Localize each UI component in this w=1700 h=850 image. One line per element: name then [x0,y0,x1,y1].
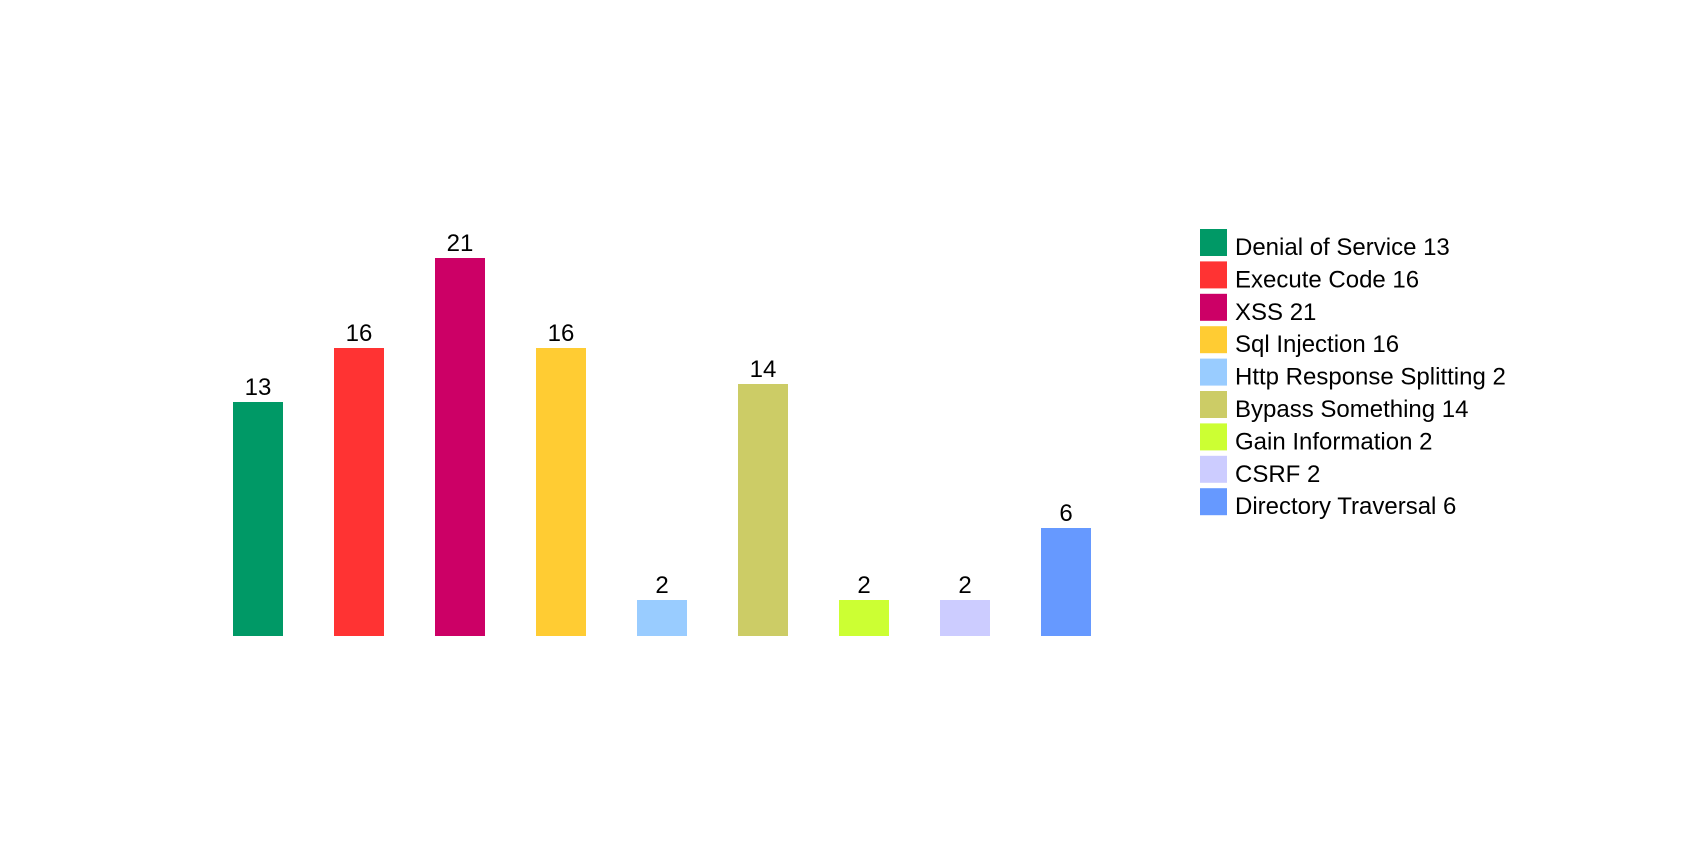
legend-swatch [1200,293,1227,321]
bar [1041,528,1091,636]
legend-swatch [1200,358,1227,386]
bar [233,402,283,636]
legend-label: XSS 21 [1235,299,1316,326]
data-label: 16 [548,320,575,347]
legend-label: Directory Traversal 6 [1235,493,1456,520]
data-label: 14 [750,356,777,383]
data-label: 21 [447,230,474,257]
data-label: 2 [857,572,870,599]
legend-swatch [1200,488,1227,516]
legend-swatch [1200,423,1227,451]
data-label: 13 [245,374,272,401]
data-label: 16 [346,320,373,347]
legend-swatch [1200,326,1227,354]
bar [940,600,990,636]
legend-label: Sql Injection 16 [1235,331,1399,358]
legend-swatch [1200,261,1227,289]
legend-label: Execute Code 16 [1235,266,1419,293]
legend-swatch [1200,455,1227,483]
bar [738,384,788,636]
legend-label: CSRF 2 [1235,461,1320,488]
legend-label: Bypass Something 14 [1235,396,1468,423]
bar [334,348,384,636]
legend-label: Gain Information 2 [1235,428,1432,455]
data-label: 2 [655,572,668,599]
bar [839,600,889,636]
legend-swatch [1200,229,1227,256]
legend-swatch [1200,391,1227,418]
legend-label: Denial of Service 13 [1235,234,1450,261]
bar [435,258,485,636]
bar [536,348,586,636]
data-label: 6 [1059,500,1072,527]
bar [637,600,687,636]
legend-label: Http Response Splitting 2 [1235,364,1506,391]
data-label: 2 [958,572,971,599]
